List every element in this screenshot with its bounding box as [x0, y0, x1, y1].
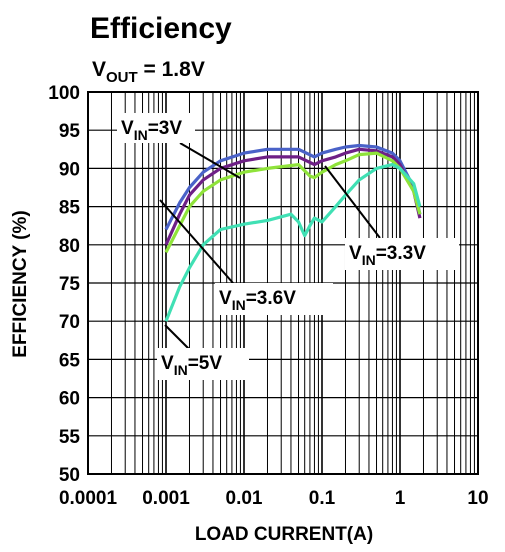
x-tick-label: 1 [395, 488, 406, 509]
y-tick-label: 60 [59, 389, 80, 410]
plot-frame [87, 91, 479, 475]
y-tick-label: 90 [59, 159, 80, 180]
annotation-subscript: IN [174, 362, 188, 378]
annotation-text: VIN=3.3V [349, 243, 426, 268]
x-tick-label: 0.0001 [59, 488, 118, 509]
y-tick-label: 55 [59, 427, 81, 448]
annotation-label: VIN=3.6V [215, 283, 333, 315]
annotation-text: VIN=3.6V [219, 288, 296, 313]
y-tick-label: 80 [59, 236, 80, 257]
y-tick-labels: 50 55 60 65 70 75 80 85 90 95 100 [48, 83, 80, 486]
annotation-leaders [159, 142, 381, 351]
series-line-2 [164, 151, 422, 254]
series-line-0 [164, 143, 422, 231]
annotation-subscript: IN [362, 252, 376, 268]
annotation-prefix: V [349, 243, 362, 264]
series-line-1 [164, 147, 422, 246]
x-tick-labels: 0.0001 0.001 0.01 0.1 1 10 [59, 488, 489, 509]
series-layer [164, 143, 422, 322]
annotation-label: VIN=3.3V [345, 238, 459, 270]
annotation-label: VIN=5V [157, 348, 249, 380]
x-axis-label: LOAD CURRENT(A) [195, 524, 373, 545]
annotation-prefix: V [121, 118, 134, 139]
annotation-leader [164, 324, 191, 351]
y-tick-label: 95 [59, 121, 81, 142]
annotation-prefix: V [161, 353, 174, 374]
annotation-text: VIN=5V [161, 353, 222, 378]
y-tick-label: 50 [59, 465, 80, 486]
y-axis-label: EFFICIENCY (%) [10, 210, 31, 357]
chart-title: Efficiency [90, 12, 232, 45]
annotation-bg [117, 113, 195, 143]
annotation-label: VIN=3V [117, 113, 195, 143]
y-tick-label: 75 [59, 274, 81, 295]
x-tick-label: 0.01 [226, 488, 263, 509]
subtitle-suffix: = 1.8V [138, 58, 205, 81]
annotation-bg [157, 348, 249, 380]
annotation-text: VIN=3V [121, 118, 182, 143]
y-tick-label: 65 [59, 350, 81, 371]
annotation-leader [324, 165, 381, 239]
x-tick-label: 0.1 [309, 488, 336, 509]
annotation-prefix: V [219, 288, 232, 309]
annotation-bg [215, 283, 333, 315]
annotation-bg [345, 238, 459, 270]
y-tick-label: 70 [59, 312, 80, 333]
chart-subtitle: VOUT = 1.8V [92, 58, 205, 86]
subtitle-subscript: OUT [106, 69, 138, 86]
annotation-suffix: =3.3V [376, 243, 427, 264]
annotation-leader [159, 199, 234, 284]
annotation-suffix: =5V [188, 353, 223, 374]
annotation-leader [179, 142, 241, 179]
y-tick-label: 85 [59, 198, 81, 219]
annotation-subscript: IN [232, 297, 246, 313]
annotation-suffix: =3.6V [246, 288, 297, 309]
subtitle-prefix: V [92, 58, 106, 81]
series-line-3 [164, 163, 422, 322]
y-tick-label: 100 [48, 83, 80, 104]
annotation-subscript: IN [134, 127, 148, 143]
x-tick-label: 10 [467, 488, 488, 509]
annotation-suffix: =3V [148, 118, 183, 139]
x-tick-label: 0.001 [142, 488, 190, 509]
